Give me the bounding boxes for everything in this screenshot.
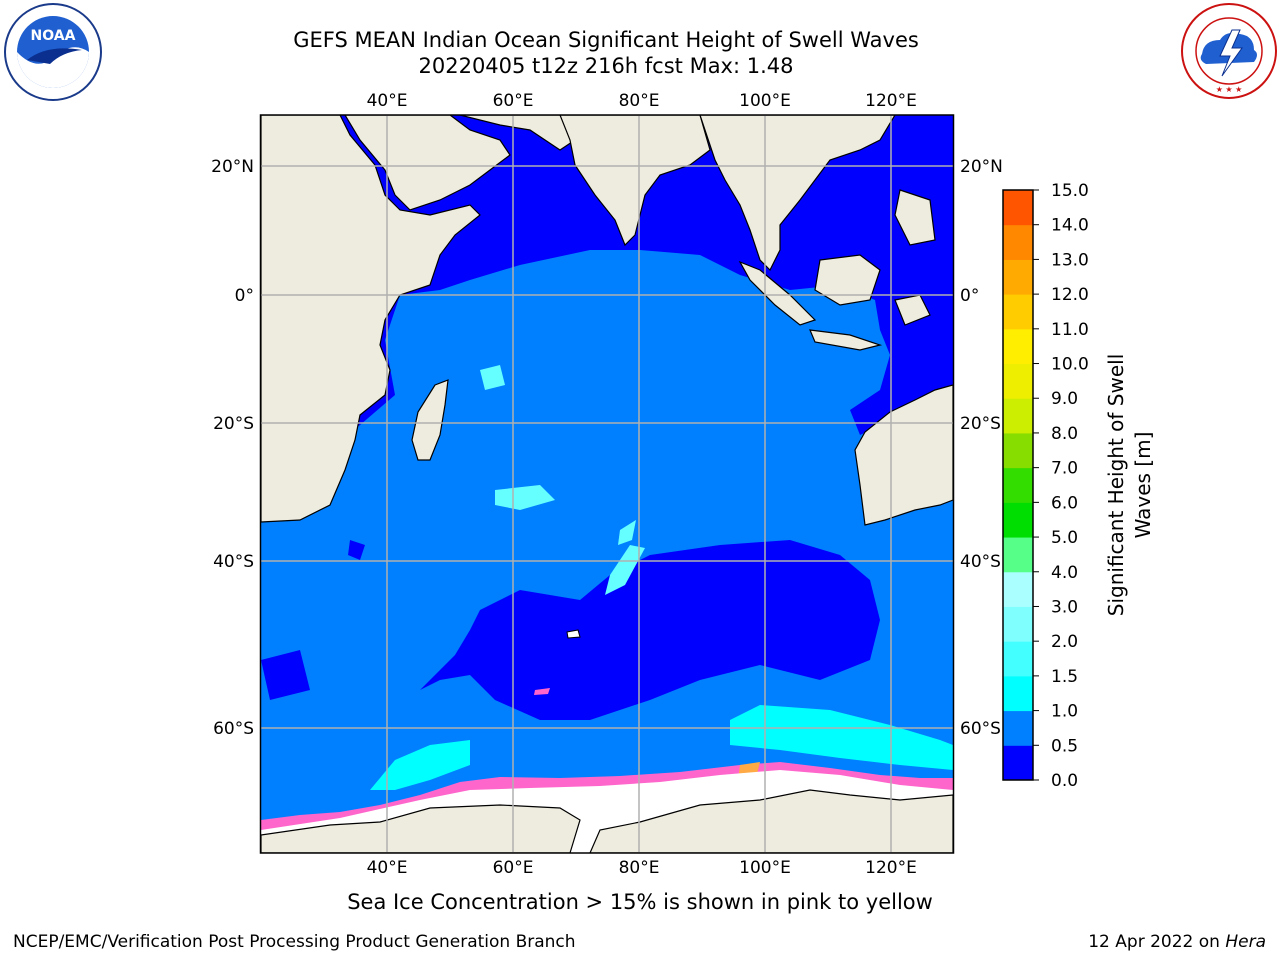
colorbar-segment: [1003, 224, 1033, 260]
map-title: GEFS MEAN Indian Ocean Significant Heigh…: [293, 28, 919, 52]
colorbar-segment: [1003, 294, 1033, 330]
madagascar: [411, 379, 449, 461]
colorbar-tick-label: 1.0: [1051, 702, 1078, 722]
lat-label: 60°S: [213, 719, 254, 739]
lon-labels-top: 40°E 60°E 80°E 100°E 120°E: [367, 91, 917, 111]
lat-label: 20°S: [213, 414, 254, 434]
nws-logo: ★ ★ ★: [1181, 3, 1277, 99]
colorbar-segment: [1003, 710, 1033, 746]
colorbar-tick-label: 2.0: [1051, 632, 1078, 652]
cyan-swell-band: [370, 740, 470, 790]
lon-label: 100°E: [739, 91, 791, 111]
footer-host: Hera: [1225, 932, 1266, 952]
colorbar-tick-label: 7.0: [1051, 459, 1078, 479]
colorbar-frame: [1002, 189, 1034, 781]
colorbar-segment: [1003, 641, 1033, 677]
lon-labels-bottom: 40°E 60°E 80°E 100°E 120°E: [367, 858, 917, 878]
map-subtitle: 20220405 t12z 216h fcst Max: 1.48: [418, 54, 794, 78]
colorbar-segment: [1003, 606, 1033, 642]
colorbar-tick-label: 12.0: [1051, 285, 1089, 305]
southeast-asia: [699, 115, 896, 272]
colorbar-tick-label: 6.0: [1051, 493, 1078, 513]
colorbar-segment: [1003, 467, 1033, 503]
lat-label: 0°: [235, 286, 254, 306]
colorbar-segment: [1003, 259, 1033, 295]
colorbar-tick-label: 4.0: [1051, 563, 1078, 583]
colorbar-tick-label: 3.0: [1051, 597, 1078, 617]
colorbar-segment: [1003, 363, 1033, 399]
lat-label: 40°S: [960, 552, 1001, 572]
colorbar-label: Significant Height of Swell Waves [m]: [1104, 354, 1155, 616]
lon-label: 80°E: [619, 91, 660, 111]
graticule: [261, 115, 953, 853]
colorbar: 0.0 0.5 1.0 1.5 2.0 3.0 4.0 5.0 6.0 7.0 8.0 9.0 10.0…: [1002, 181, 1089, 791]
colorbar-tick-label: 0.5: [1051, 736, 1078, 756]
lon-label: 60°E: [493, 91, 534, 111]
colorbar-segment: [1003, 571, 1033, 607]
colorbar-segment: [1003, 328, 1033, 365]
map-area: [261, 115, 953, 853]
lat-label: 20°N: [960, 157, 1003, 177]
footer-date-text: 12 Apr 2022 on: [1088, 932, 1226, 952]
svg-text:★ ★ ★: ★ ★ ★: [1216, 85, 1243, 94]
lon-label: 40°E: [367, 91, 408, 111]
colorbar-segment: [1003, 537, 1033, 573]
africa: [261, 115, 481, 523]
lat-label: 60°S: [960, 719, 1001, 739]
colorbar-tick-label: 5.0: [1051, 528, 1078, 548]
lat-label: 40°S: [213, 552, 254, 572]
lat-labels-left: 20°N 0° 20°S 40°S 60°S: [211, 157, 254, 739]
antarctica: [261, 804, 581, 853]
colorbar-tick-label: 13.0: [1051, 250, 1089, 270]
lat-label: 20°N: [211, 157, 254, 177]
colorbar-segment: [1003, 745, 1033, 781]
colorbar-tick-label: 10.0: [1051, 355, 1089, 375]
footer-date: 12 Apr 2022 on Hera: [1088, 932, 1266, 952]
colorbar-segment: [1003, 675, 1033, 712]
colorbar-tick-label: 9.0: [1051, 389, 1078, 409]
lon-label: 120°E: [865, 91, 917, 111]
lon-label: 40°E: [367, 858, 408, 878]
lon-label: 60°E: [493, 858, 534, 878]
noaa-logo: NOAA: [4, 3, 102, 101]
colorbar-tick-label: 14.0: [1051, 216, 1089, 236]
colorbar-tick-label: 8.0: [1051, 424, 1078, 444]
noaa-logo-text: NOAA: [31, 28, 76, 44]
lat-labels-right: 20°N 0° 20°S 40°S 60°S: [960, 157, 1003, 739]
colorbar-label-line1: Significant Height of Swell: [1104, 354, 1128, 616]
footer-credit: NCEP/EMC/Verification Post Processing Pr…: [13, 932, 576, 952]
colorbar-segment: [1003, 190, 1033, 226]
lon-label: 120°E: [865, 858, 917, 878]
borneo: [814, 254, 881, 306]
colorbar-segment: [1003, 432, 1033, 469]
colorbar-tick-label: 0.0: [1051, 771, 1078, 791]
colorbar-tick-label: 15.0: [1051, 181, 1089, 201]
map-frame: [259, 114, 955, 854]
sea-ice-note: Sea Ice Concentration > 15% is shown in …: [347, 890, 933, 914]
colorbar-label-line2: Waves [m]: [1131, 432, 1155, 539]
colorbar-tick-label: 11.0: [1051, 320, 1089, 340]
lon-label: 100°E: [739, 858, 791, 878]
colorbar-tick-label: 1.5: [1051, 667, 1078, 687]
lon-label: 80°E: [619, 858, 660, 878]
colorbar-segment: [1003, 398, 1033, 434]
lat-label: 20°S: [960, 414, 1001, 434]
lat-label: 0°: [960, 286, 979, 306]
australia: [854, 384, 953, 526]
colorbar-segment: [1003, 502, 1033, 538]
india: [559, 115, 711, 247]
